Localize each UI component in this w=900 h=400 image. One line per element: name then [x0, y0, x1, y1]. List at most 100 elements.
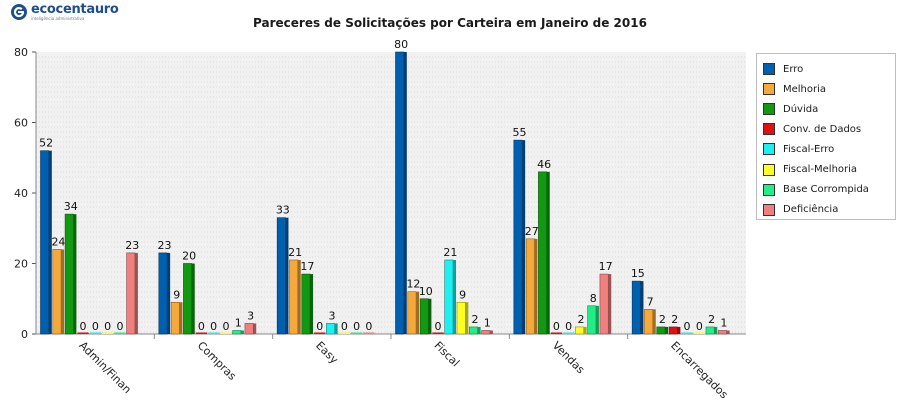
bar-side: [134, 252, 138, 334]
bar-Compras-Erro: [158, 252, 168, 335]
legend-swatch: [763, 63, 775, 75]
bar-Easy-Conv. de Dados: [314, 332, 326, 334]
data-label: 23: [125, 239, 139, 252]
y-tick-label: 80: [14, 46, 28, 59]
bar-Compras-Fiscal-Melhoria: [220, 332, 232, 334]
data-label: 0: [92, 320, 99, 333]
data-label: 0: [222, 320, 229, 333]
data-label: 1: [720, 316, 727, 329]
data-label: 15: [631, 267, 645, 280]
data-label: 2: [708, 313, 715, 326]
bar-Admin/Finan-Conv. de Dados: [77, 332, 89, 334]
legend-label: Dúvida: [783, 103, 819, 115]
data-label: 8: [590, 292, 597, 305]
data-label: 33: [276, 204, 290, 217]
bar-Compras-Base Corrompida: [232, 330, 242, 335]
data-label: 0: [341, 320, 348, 333]
bar-side: [453, 259, 456, 334]
bar-side: [310, 274, 314, 334]
bar-Encarregados-Base Corrompida: [705, 326, 715, 335]
legend-item: Melhoria: [763, 83, 826, 96]
data-label: 17: [599, 260, 613, 273]
data-label: 46: [537, 158, 551, 171]
bar-Fiscal-Conv. de Dados: [432, 332, 444, 334]
bar-side: [334, 323, 338, 334]
legend-item: Base Corrompida: [763, 183, 869, 196]
bar-Fiscal-Deficiência: [481, 330, 491, 335]
data-label: 7: [647, 295, 654, 308]
bar-Easy-Deficiência: [363, 332, 375, 334]
bar-Encarregados-Dúvida: [656, 326, 666, 335]
bar-side: [677, 326, 681, 334]
data-label: 21: [443, 246, 457, 259]
bar-side: [465, 302, 469, 334]
data-label: 0: [565, 320, 572, 333]
legend-item: Conv. de Dados: [763, 123, 861, 136]
data-label: 0: [104, 320, 111, 333]
bar-Admin/Finan-Fiscal-Erro: [89, 332, 101, 334]
bar-Admin/Finan-Deficiência: [126, 252, 136, 335]
bar-Encarregados-Erro: [631, 280, 641, 335]
bar-Fiscal-Base Corrompida: [468, 326, 478, 335]
data-label: 0: [210, 320, 217, 333]
legend-swatch: [763, 163, 775, 176]
chart-title: Pareceres de Solicitações por Carteira e…: [253, 16, 647, 30]
data-label: 12: [406, 278, 420, 291]
legend-swatch: [763, 83, 775, 96]
bar-Admin/Finan-Melhoria: [52, 249, 62, 335]
legend-item: Fiscal-Melhoria: [763, 163, 857, 176]
x-tick-label: Vendas: [550, 339, 588, 377]
data-label: 0: [116, 320, 123, 333]
data-label: 1: [484, 316, 491, 329]
bar-Compras-Melhoria: [170, 301, 180, 335]
data-label: 10: [419, 285, 433, 298]
bar-Vendas-Fiscal-Erro: [563, 332, 575, 334]
bar-side: [726, 330, 730, 334]
bar-Compras-Fiscal-Erro: [208, 332, 220, 334]
legend-item: Dúvida: [763, 103, 819, 116]
bar-side: [546, 171, 550, 334]
bar-side: [167, 252, 171, 334]
bar-side: [285, 217, 289, 334]
x-tick-label: Compras: [195, 339, 239, 383]
bar-side: [583, 326, 587, 334]
bar-Encarregados-Fiscal-Erro: [681, 332, 693, 334]
y-tick-label: 40: [14, 187, 28, 200]
bar-Easy-Fiscal-Erro: [326, 323, 335, 335]
bar-side: [48, 150, 52, 334]
brand-logo: ecocentauro inteligência administrativa: [10, 3, 119, 21]
bar-Vendas-Erro: [513, 139, 523, 335]
logo-name: ecocentauro: [31, 2, 119, 17]
legend-item: Fiscal-Erro: [763, 143, 834, 156]
data-label: 2: [659, 313, 666, 326]
data-label: 0: [198, 320, 205, 333]
legend-swatch: [763, 143, 775, 156]
data-label: 27: [525, 225, 539, 238]
data-label: 9: [173, 288, 180, 301]
logo-icon: [11, 4, 27, 20]
y-tick-label: 0: [21, 328, 28, 341]
bar-side: [403, 52, 407, 334]
data-label: 52: [39, 137, 53, 150]
legend-label: Base Corrompida: [783, 184, 869, 196]
bar-Easy-Melhoria: [289, 259, 299, 335]
bar-Compras-Conv. de Dados: [195, 332, 208, 334]
data-label: 9: [459, 288, 466, 301]
bar-side: [428, 298, 432, 334]
data-label: 3: [247, 309, 254, 322]
data-label: 0: [696, 320, 703, 333]
data-label: 20: [182, 250, 196, 263]
bar-Encarregados-Deficiência: [717, 330, 727, 335]
bar-Encarregados-Melhoria: [644, 309, 654, 335]
legend-swatch: [763, 123, 775, 136]
x-tick-label: Admin/Finan: [76, 339, 133, 396]
data-label: 2: [577, 313, 584, 326]
data-label: 34: [64, 200, 78, 213]
data-label: 2: [471, 313, 478, 326]
bar-side: [608, 274, 612, 334]
bar-side: [73, 214, 77, 334]
x-tick-label: Easy: [313, 339, 341, 367]
chart-legend: Erro Melhoria Dúvida Conv. de Dados Fiscal-E…: [756, 53, 896, 220]
data-label: 0: [684, 320, 691, 333]
bar-Vendas-Dúvida: [538, 171, 548, 335]
